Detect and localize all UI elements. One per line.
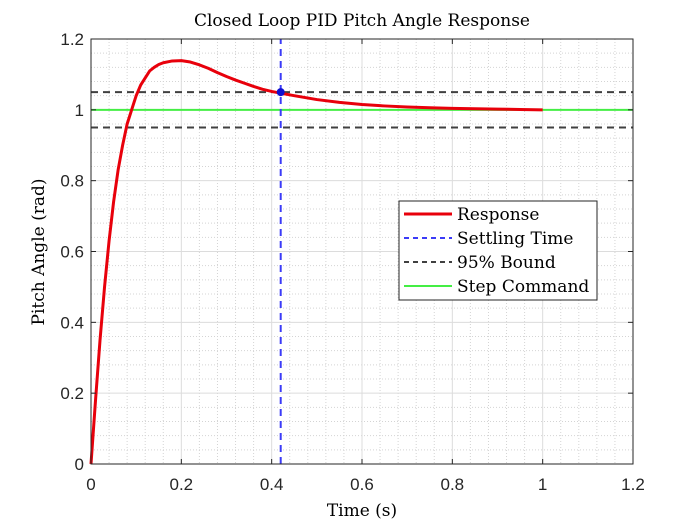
tick-labels: 0 0.2 0.4 0.6 0.8 1 1.2 0 0.2 0.4 0.6 0.8 1 1.2 <box>60 30 644 494</box>
legend-label: 95% Bound <box>457 253 556 273</box>
y-axis-label: Pitch Angle (rad) <box>29 179 49 326</box>
axis-ticks <box>90 38 634 465</box>
y-tick-label: 0.2 <box>60 384 84 403</box>
chart-title: Closed Loop PID Pitch Angle Response <box>194 11 530 31</box>
x-tick-label: 0.6 <box>350 475 374 494</box>
x-axis-label: Time (s) <box>327 501 397 521</box>
legend-label: Settling Time <box>457 229 573 249</box>
x-tick-label: 1.2 <box>621 475 645 494</box>
y-tick-label: 0.6 <box>60 243 84 262</box>
y-tick-label: 1.2 <box>60 30 84 49</box>
x-tick-label: 0.4 <box>260 475 284 494</box>
settling-point-marker <box>276 88 285 97</box>
y-tick-label: 0.4 <box>60 313 84 332</box>
series-line-response <box>89 59 543 465</box>
legend-label: Response <box>457 205 539 225</box>
x-tick-label: 0.8 <box>441 475 465 494</box>
x-tick-label: 0.2 <box>170 475 194 494</box>
x-tick-label: 1 <box>538 475 547 494</box>
legend-box <box>398 200 598 301</box>
x-tick-label: 0 <box>86 475 95 494</box>
y-tick-label: 0 <box>75 455 84 474</box>
y-tick-label: 1 <box>75 101 84 120</box>
legend-label: Step Command <box>457 277 589 297</box>
plot-lines <box>89 39 633 465</box>
y-tick-label: 0.8 <box>60 172 84 191</box>
legend: Response Settling Time 95% Bound Step Comma… <box>398 200 598 301</box>
